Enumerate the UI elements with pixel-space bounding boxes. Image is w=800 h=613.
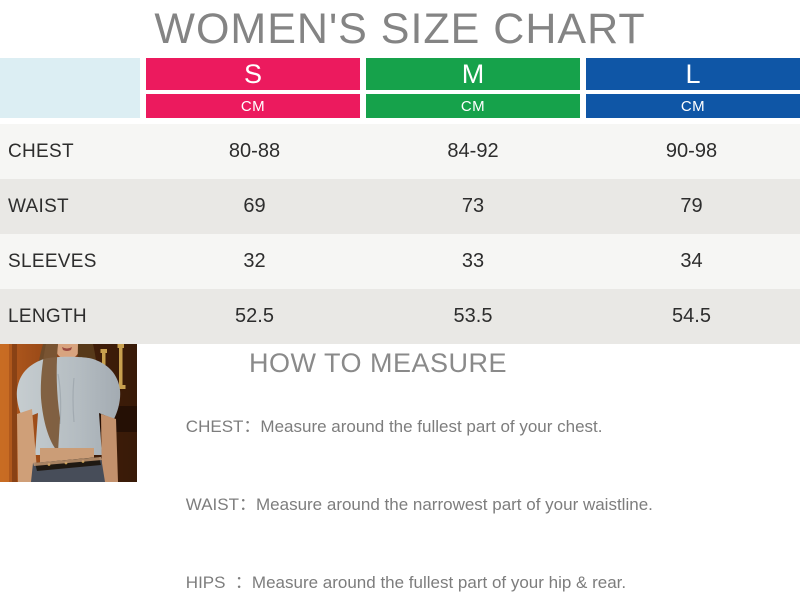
size-column-s: S CM (146, 58, 360, 118)
cell-value: 73 (461, 195, 485, 217)
model-photo (0, 344, 137, 482)
table-row-length: LENGTH 52.5 53.5 54.5 (0, 289, 800, 344)
cell-value: 69 (243, 195, 266, 217)
row-label: WAIST (8, 195, 69, 217)
cell-value: 34 (680, 250, 703, 272)
cell-value: 32 (243, 250, 266, 272)
measure-text: Measure around the fullest part of your … (251, 573, 627, 592)
measure-heading: HOW TO MEASURE (248, 348, 508, 378)
measure-label: HIPS ： (185, 573, 252, 592)
measure-item-waist: WAIST：Measure around the narrowest part … (148, 470, 653, 535)
measure-label: CHEST： (185, 417, 261, 436)
cell-value: 84-92 (447, 140, 499, 162)
cell-value: 33 (461, 250, 485, 272)
how-to-measure-section: HOW TO MEASURE CHEST：Measure around the … (0, 344, 800, 592)
cell-value: 90-98 (665, 140, 718, 162)
unit-band-s: CM (146, 94, 360, 118)
row-label: CHEST (8, 140, 74, 162)
table-row-sleeves: SLEEVES 32 33 34 (0, 234, 800, 289)
size-header-row: S CM M CM L CM (0, 58, 800, 118)
unit-band-l: CM (586, 94, 800, 118)
measure-label: WAIST： (185, 495, 256, 514)
size-header-s: S (146, 58, 360, 90)
cell-value: 80-88 (228, 140, 281, 162)
table-row-waist: WAIST 69 73 79 (0, 179, 800, 234)
unit-band-m: CM (366, 94, 580, 118)
row-label: SLEEVES (8, 250, 97, 272)
measure-item-hips: HIPS ：Measure around the fullest part of… (148, 548, 653, 613)
row-label: LENGTH (8, 305, 87, 327)
measure-guide: HOW TO MEASURE CHEST：Measure around the … (137, 344, 653, 592)
measure-item-chest: CHEST：Measure around the fullest part of… (148, 392, 653, 457)
cell-value: 52.5 (235, 305, 274, 327)
size-header-m: M (366, 58, 580, 90)
cell-value: 79 (680, 195, 703, 217)
table-row-chest: CHEST 80-88 84-92 90-98 (0, 124, 800, 179)
size-chart-page: WOMEN'S SIZE CHART S CM M CM L CM CHEST … (0, 5, 800, 592)
measure-text: Measure around the narrowest part of you… (256, 495, 653, 514)
measure-text: Measure around the fullest part of your … (260, 417, 603, 436)
cell-value: 54.5 (672, 305, 711, 327)
size-header-l: L (586, 58, 800, 90)
model-photo-illustration (0, 344, 137, 482)
size-column-m: M CM (366, 58, 580, 118)
cell-value: 53.5 (453, 305, 493, 327)
page-title: WOMEN'S SIZE CHART (154, 5, 646, 53)
corner-cell (0, 58, 140, 118)
size-column-l: L CM (586, 58, 800, 118)
size-table-body: CHEST 80-88 84-92 90-98 WAIST 69 73 79 S… (0, 124, 800, 344)
